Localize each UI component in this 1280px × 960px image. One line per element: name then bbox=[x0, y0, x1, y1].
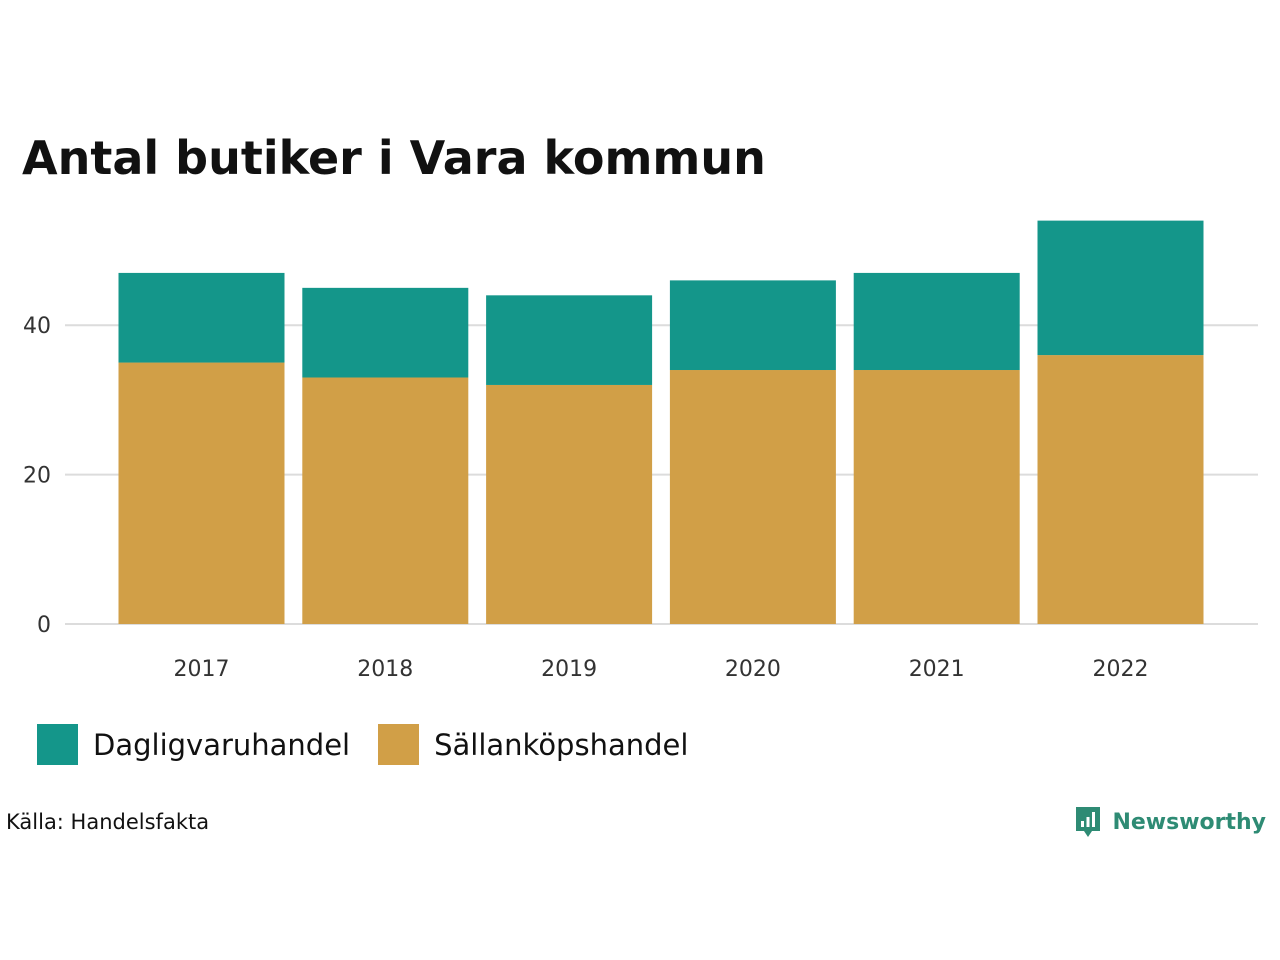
bar-dagligvaruhandel-2019 bbox=[486, 295, 653, 385]
legend-label-sallankopshandel: Sällanköpshandel bbox=[434, 727, 689, 762]
legend-item-sallankopshandel: Sällanköpshandel bbox=[378, 724, 688, 765]
bar-chart-speech-bubble-icon bbox=[1076, 807, 1101, 837]
bar-dagligvaruhandel-2021 bbox=[853, 272, 1020, 371]
y-tick-label-40: 40 bbox=[23, 314, 51, 339]
y-tick-label-0: 0 bbox=[37, 613, 51, 638]
source-note: Källa: Handelsfakta bbox=[6, 810, 210, 834]
x-tick-label-2017: 2017 bbox=[174, 657, 230, 682]
y-axis-ticks: 0 20 40 bbox=[23, 314, 51, 638]
bar-sallankopshandel-2018 bbox=[302, 377, 469, 624]
legend-label-dagligvaruhandel: Dagligvaruhandel bbox=[93, 727, 351, 762]
legend-item-dagligvaruhandel: Dagligvaruhandel bbox=[37, 724, 350, 765]
bar-sallankopshandel-2019 bbox=[486, 384, 653, 624]
bar-sallankopshandel-2021 bbox=[853, 370, 1020, 624]
legend-swatch-sallankopshandel bbox=[378, 724, 420, 765]
bar-dagligvaruhandel-2017 bbox=[118, 272, 285, 363]
x-tick-label-2021: 2021 bbox=[909, 657, 965, 682]
x-axis-ticks: 2017 2018 2019 2020 2021 2022 bbox=[174, 657, 1149, 682]
legend-swatch-dagligvaruhandel bbox=[37, 724, 78, 765]
x-tick-label-2022: 2022 bbox=[1093, 657, 1149, 682]
bar-sallankopshandel-2020 bbox=[669, 370, 836, 624]
brand-name: Newsworthy bbox=[1112, 809, 1266, 835]
legend: Dagligvaruhandel Sällanköpshandel bbox=[37, 724, 716, 765]
x-tick-label-2020: 2020 bbox=[725, 657, 781, 682]
stacked-bar-chart: 0 20 40 2017 2018 2019 2020 2021 2022 bbox=[23, 220, 1258, 682]
bar-dagligvaruhandel-2020 bbox=[669, 280, 836, 371]
bar-dagligvaruhandel-2022 bbox=[1037, 220, 1204, 356]
bar-sallankopshandel-2022 bbox=[1037, 355, 1204, 624]
bars bbox=[118, 220, 1204, 624]
y-tick-label-20: 20 bbox=[23, 464, 51, 489]
x-tick-label-2018: 2018 bbox=[357, 657, 413, 682]
bar-sallankopshandel-2017 bbox=[118, 362, 285, 624]
x-tick-label-2019: 2019 bbox=[541, 657, 597, 682]
bar-dagligvaruhandel-2018 bbox=[302, 287, 469, 378]
brand-logo: Newsworthy bbox=[1073, 804, 1266, 840]
chart-title: Antal butiker i Vara kommun bbox=[22, 131, 766, 185]
